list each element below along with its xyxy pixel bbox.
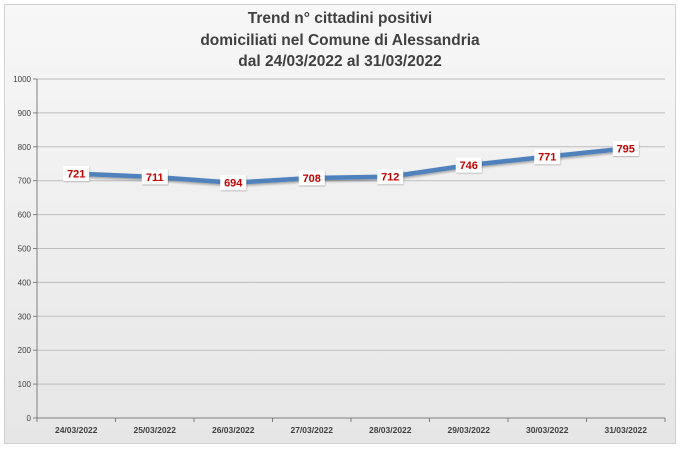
data-label: 694 bbox=[220, 175, 247, 191]
data-label-text: 721 bbox=[67, 169, 85, 181]
y-tick-label: 500 bbox=[18, 245, 32, 254]
x-tick-label: 31/03/2022 bbox=[604, 425, 647, 435]
data-label: 712 bbox=[377, 169, 404, 185]
data-label-text: 771 bbox=[538, 152, 556, 164]
x-tick-label: 24/03/2022 bbox=[55, 425, 98, 435]
data-label-box bbox=[298, 170, 325, 186]
data-label-box bbox=[377, 169, 404, 185]
data-label-box bbox=[612, 140, 639, 156]
data-label-text: 746 bbox=[460, 160, 478, 172]
data-label: 708 bbox=[298, 170, 325, 186]
data-label-box bbox=[534, 149, 561, 165]
y-tick-label: 1000 bbox=[13, 75, 31, 84]
y-tick-label: 0 bbox=[27, 414, 32, 423]
y-tick-label: 200 bbox=[18, 346, 32, 355]
chart-frame bbox=[4, 4, 676, 444]
data-label-text: 708 bbox=[303, 173, 321, 185]
data-label-box bbox=[141, 169, 168, 185]
data-label: 771 bbox=[534, 149, 561, 165]
data-label: 746 bbox=[455, 157, 482, 173]
data-label: 711 bbox=[141, 169, 168, 185]
y-tick-label: 700 bbox=[18, 177, 32, 186]
data-label-text: 694 bbox=[224, 178, 243, 190]
y-tick-label: 900 bbox=[18, 109, 32, 118]
x-tick-label: 25/03/2022 bbox=[133, 425, 176, 435]
data-label-box bbox=[63, 166, 90, 182]
data-label-box bbox=[455, 157, 482, 173]
x-tick-label: 26/03/2022 bbox=[212, 425, 255, 435]
x-tick-label: 29/03/2022 bbox=[447, 425, 490, 435]
data-label: 795 bbox=[612, 140, 639, 156]
y-tick-label: 100 bbox=[18, 380, 32, 389]
chart-title-line-1: Trend n° cittadini positivi bbox=[247, 10, 433, 27]
data-label-text: 711 bbox=[146, 172, 164, 184]
y-tick-label: 600 bbox=[18, 211, 32, 220]
chart-title-line-2: domiciliati nel Comune di Alessandria bbox=[200, 32, 480, 49]
chart-title-line-3: dal 24/03/2022 al 31/03/2022 bbox=[238, 53, 442, 70]
y-tick-label: 400 bbox=[18, 278, 32, 287]
data-label-text: 795 bbox=[617, 143, 635, 155]
data-label-box bbox=[220, 175, 247, 191]
x-tick-label: 30/03/2022 bbox=[526, 425, 569, 435]
y-tick-label: 800 bbox=[18, 143, 32, 152]
y-tick-label: 300 bbox=[18, 312, 32, 321]
series-line bbox=[74, 146, 628, 185]
data-label-text: 712 bbox=[381, 172, 399, 184]
data-label: 721 bbox=[63, 166, 90, 182]
x-tick-label: 28/03/2022 bbox=[369, 425, 412, 435]
x-tick-label: 27/03/2022 bbox=[290, 425, 333, 435]
